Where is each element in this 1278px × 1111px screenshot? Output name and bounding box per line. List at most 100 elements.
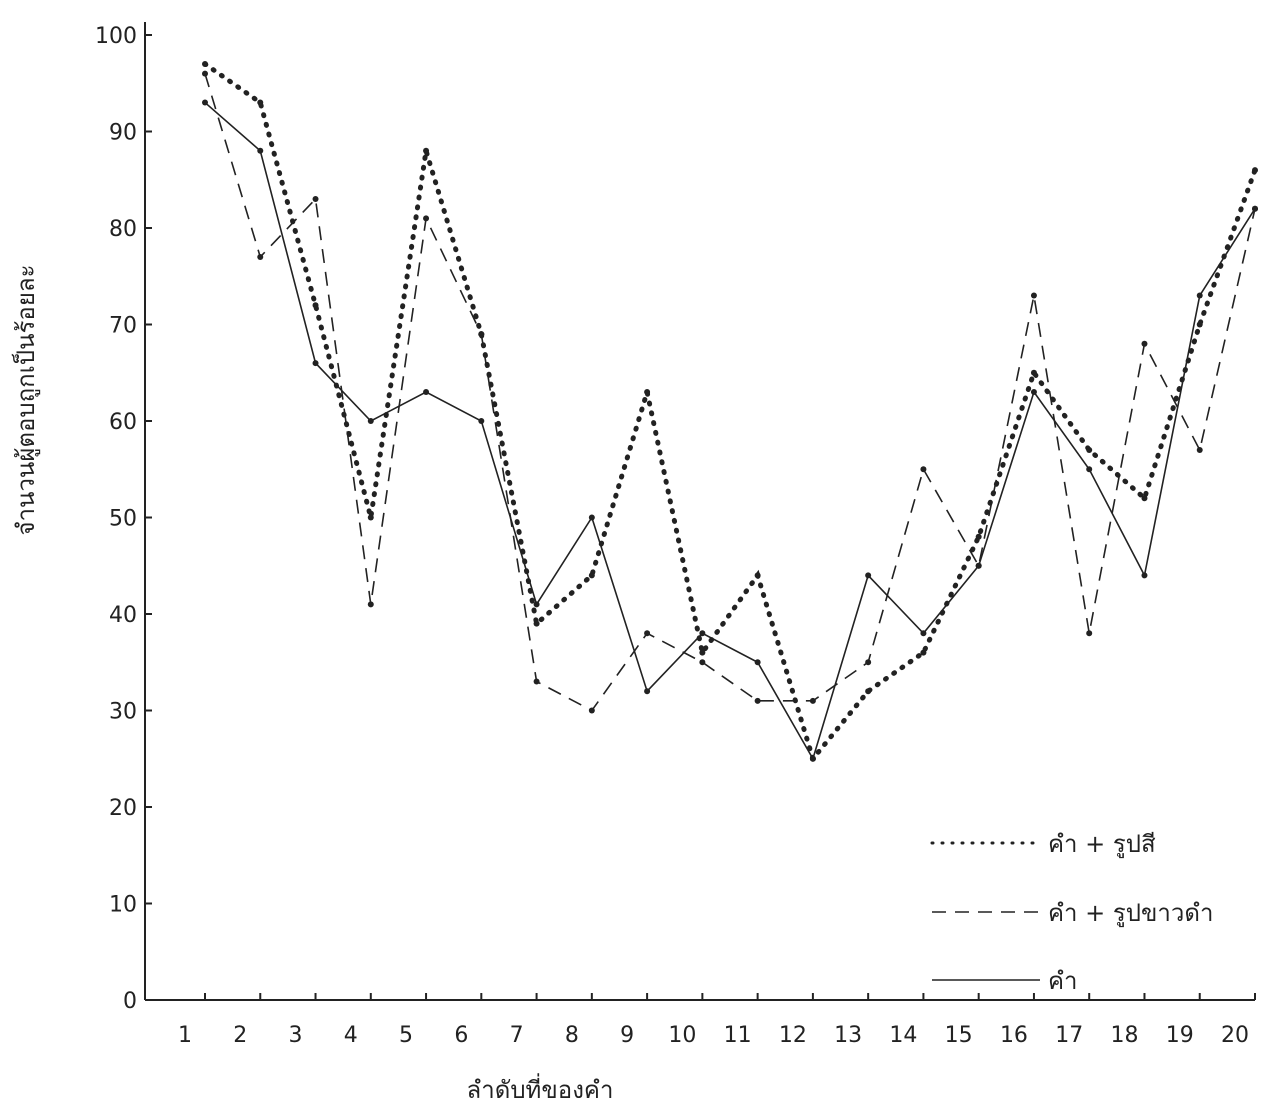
y-tick-label: 70 xyxy=(109,314,137,339)
data-point xyxy=(588,572,595,579)
y-tick-label: 40 xyxy=(109,603,137,628)
data-point xyxy=(1086,630,1093,637)
x-tick-label: 2 xyxy=(233,1023,247,1048)
y-tick-label: 90 xyxy=(109,121,137,146)
y-tick-label: 30 xyxy=(109,700,137,725)
data-point xyxy=(202,70,208,77)
legend: คำ + รูปสีคำ + รูปขาวดำคำ xyxy=(930,830,1213,995)
data-point xyxy=(809,697,816,704)
series-dotted xyxy=(202,60,1258,764)
x-tick-label: 16 xyxy=(1000,1023,1028,1048)
y-tick-label: 100 xyxy=(95,24,137,49)
data-point xyxy=(1141,495,1148,502)
data-point xyxy=(202,99,208,106)
x-tick-label: 1 xyxy=(178,1023,192,1048)
data-point xyxy=(533,601,540,608)
data-point xyxy=(865,688,872,695)
data-point xyxy=(367,418,374,424)
x-tick-label: 19 xyxy=(1166,1023,1194,1048)
y-tick-label: 50 xyxy=(109,507,137,532)
data-point xyxy=(644,389,651,396)
data-point xyxy=(1252,205,1258,212)
x-tick-label: 5 xyxy=(399,1023,413,1048)
data-point xyxy=(975,533,982,540)
data-point xyxy=(367,601,374,608)
data-point xyxy=(1030,389,1037,396)
data-point xyxy=(257,253,264,260)
data-point xyxy=(257,99,264,106)
data-point xyxy=(1030,292,1037,299)
x-tick-label: 13 xyxy=(834,1023,862,1048)
data-point xyxy=(1252,167,1258,174)
data-point xyxy=(1086,466,1093,473)
x-tick-label: 18 xyxy=(1110,1023,1138,1048)
data-point xyxy=(533,620,540,627)
y-tick-label: 60 xyxy=(109,410,137,435)
data-point xyxy=(699,659,706,666)
y-tick-label: 10 xyxy=(109,893,137,918)
data-point xyxy=(754,659,761,666)
data-point xyxy=(644,630,651,637)
y-axis-title: จำนวนผู้ตอบถูกเป็นร้อยละ xyxy=(11,265,41,536)
series-solid xyxy=(202,99,1258,762)
data-point xyxy=(478,331,485,338)
data-point xyxy=(312,302,319,309)
x-tick-label: 14 xyxy=(889,1023,917,1048)
data-point xyxy=(257,147,264,154)
data-point xyxy=(588,707,595,714)
data-point xyxy=(1030,369,1037,376)
data-point xyxy=(1141,340,1148,347)
data-point xyxy=(865,659,872,666)
x-tick-label: 6 xyxy=(454,1023,468,1048)
data-point xyxy=(699,630,706,637)
data-point xyxy=(644,688,651,695)
x-tick-label: 8 xyxy=(565,1023,579,1048)
y-tick-label: 0 xyxy=(123,989,137,1014)
data-point xyxy=(699,649,706,656)
series-line-dashed xyxy=(204,73,1256,712)
x-tick-label: 17 xyxy=(1055,1023,1083,1048)
series-line-solid xyxy=(204,101,1256,761)
legend-label: คำ + รูปสี xyxy=(1048,830,1156,859)
data-point xyxy=(1141,572,1148,579)
x-tick-label: 4 xyxy=(344,1023,358,1048)
data-point xyxy=(920,466,927,473)
data-point xyxy=(367,514,374,521)
data-point xyxy=(920,630,927,637)
data-point xyxy=(865,572,872,579)
data-point xyxy=(809,755,816,762)
y-tick-label: 80 xyxy=(109,217,137,242)
data-point xyxy=(754,572,761,579)
data-point xyxy=(423,389,430,396)
x-tick-label: 7 xyxy=(510,1023,524,1048)
legend-label: คำ + รูปขาวดำ xyxy=(1048,899,1213,928)
x-tick-label: 10 xyxy=(668,1023,696,1048)
x-ticks: 1 2 3 4 5 6 7 8 9 10 11 12 13 14 15 16 17 18 19 20 xyxy=(178,993,1256,1048)
y-tick-label: 20 xyxy=(109,796,137,821)
series-layer xyxy=(202,60,1258,764)
data-point xyxy=(920,649,927,656)
data-point xyxy=(533,678,540,685)
data-point xyxy=(1196,292,1203,299)
x-tick-label: 9 xyxy=(620,1023,634,1048)
data-point xyxy=(312,360,319,367)
data-point xyxy=(975,562,982,569)
y-ticks: 0 10 20 30 40 50 60 70 80 90 100 xyxy=(95,24,152,1014)
data-point xyxy=(423,147,430,154)
x-tick-label: 12 xyxy=(779,1023,807,1048)
data-point xyxy=(423,215,430,222)
data-point xyxy=(1086,446,1093,453)
data-point xyxy=(312,196,319,203)
x-tick-label: 15 xyxy=(945,1023,973,1048)
series-line-dotted xyxy=(202,61,1258,764)
data-point xyxy=(1196,446,1203,453)
data-point xyxy=(478,418,485,424)
legend-label: คำ xyxy=(1048,967,1078,995)
x-axis-title: ลำดับที่ของคำ xyxy=(467,1073,614,1104)
x-tick-label: 20 xyxy=(1221,1023,1249,1048)
x-tick-label: 11 xyxy=(724,1023,752,1048)
x-tick-label: 3 xyxy=(289,1023,303,1048)
data-point xyxy=(202,60,208,67)
